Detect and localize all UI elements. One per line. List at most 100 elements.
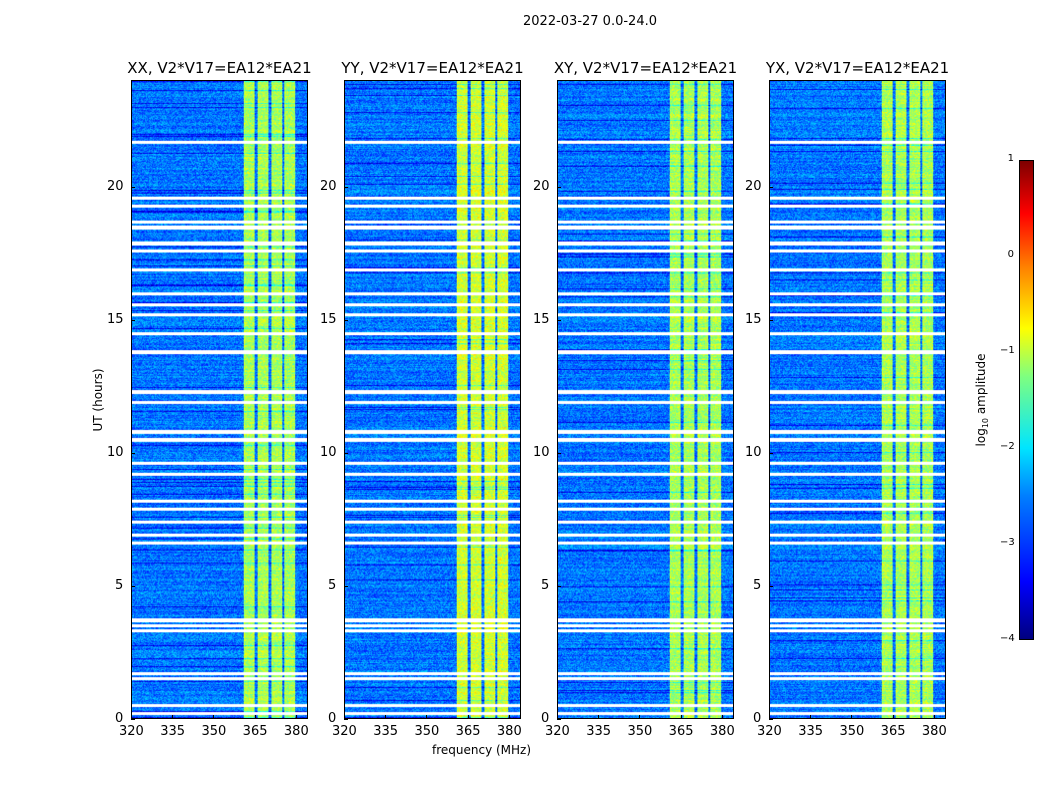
y-tick-mark <box>557 719 561 720</box>
x-tick-mark <box>467 715 469 719</box>
panel-title: XY, V2*V17=EA12*EA21 <box>553 59 738 77</box>
y-tick-mark <box>557 585 561 587</box>
y-tick-mark <box>131 319 135 321</box>
y-tick-label: 10 <box>107 444 124 460</box>
x-tick-mark <box>131 715 132 719</box>
heatmap-panel <box>131 80 308 719</box>
y-tick-mark <box>344 319 348 321</box>
x-tick-label: 365 <box>242 724 268 739</box>
y-tick-label: 0 <box>541 711 550 726</box>
y-tick-mark <box>344 186 348 188</box>
y-tick-label: 5 <box>753 577 762 593</box>
y-tick-mark <box>131 452 135 454</box>
x-tick-label: 380 <box>921 724 947 739</box>
y-tick-label: 10 <box>745 444 762 460</box>
panel-title: XX, V2*V17=EA12*EA21 <box>127 59 312 77</box>
y-tick-label: 5 <box>328 577 337 593</box>
x-tick-mark <box>769 715 770 719</box>
x-tick-label: 320 <box>332 724 357 739</box>
x-tick-label: 380 <box>283 724 309 739</box>
y-tick-mark <box>557 319 561 321</box>
x-tick-label: 350 <box>839 724 865 739</box>
colorbar-tick-label: 1 <box>1007 153 1014 164</box>
x-tick-mark <box>254 715 256 719</box>
heatmap-image <box>132 81 307 718</box>
x-tick-mark <box>933 715 935 719</box>
y-tick-mark <box>344 719 348 720</box>
y-tick-mark <box>769 585 773 587</box>
x-tick-mark <box>680 715 682 719</box>
x-tick-mark <box>295 715 297 719</box>
x-tick-mark <box>639 715 641 719</box>
panel-title: YY, V2*V17=EA12*EA21 <box>341 59 524 77</box>
y-tick-label: 10 <box>533 444 550 460</box>
colorbar-tick-label: 0 <box>1007 249 1014 260</box>
x-tick-mark <box>172 715 174 719</box>
x-tick-mark <box>344 715 345 719</box>
y-tick-label: 15 <box>107 311 124 327</box>
colorbar-tick-label: −3 <box>1000 537 1015 548</box>
x-tick-mark <box>810 715 812 719</box>
heatmap-image <box>770 81 945 718</box>
x-tick-label: 365 <box>880 724 906 739</box>
y-tick-mark <box>344 452 348 454</box>
y-tick-mark <box>557 186 561 188</box>
heatmap-image <box>345 81 520 718</box>
colorbar-tick-label: −2 <box>1000 441 1015 452</box>
x-tick-mark <box>426 715 428 719</box>
x-tick-mark <box>385 715 387 719</box>
heatmap-panel <box>344 80 521 719</box>
x-axis-label: frequency (MHz) <box>432 743 532 757</box>
heatmap-panel <box>557 80 734 719</box>
x-tick-label: 335 <box>373 724 399 739</box>
y-tick-mark <box>131 186 135 188</box>
y-tick-mark <box>344 585 348 587</box>
y-tick-label: 15 <box>533 311 550 327</box>
x-tick-mark <box>721 715 723 719</box>
colorbar <box>1019 160 1034 640</box>
y-axis-label: UT (hours) <box>91 368 105 432</box>
x-tick-label: 350 <box>414 724 440 739</box>
y-tick-label: 5 <box>541 577 550 593</box>
colorbar-tick-label: −4 <box>1000 633 1015 644</box>
y-tick-mark <box>131 719 135 720</box>
y-tick-label: 20 <box>107 178 124 194</box>
y-tick-mark <box>131 585 135 587</box>
y-tick-mark <box>769 452 773 454</box>
y-tick-label: 5 <box>115 577 124 593</box>
y-tick-label: 0 <box>753 711 762 726</box>
colorbar-tick-label: −1 <box>1000 345 1015 356</box>
x-tick-mark <box>213 715 215 719</box>
x-tick-label: 380 <box>496 724 522 739</box>
x-tick-label: 320 <box>545 724 570 739</box>
x-tick-mark <box>892 715 894 719</box>
x-tick-label: 335 <box>586 724 612 739</box>
y-tick-label: 20 <box>320 178 337 194</box>
x-tick-label: 350 <box>201 724 227 739</box>
heatmap-image <box>558 81 733 718</box>
x-tick-mark <box>557 715 558 719</box>
x-tick-label: 335 <box>798 724 824 739</box>
y-tick-label: 20 <box>745 178 762 194</box>
y-tick-label: 10 <box>320 444 337 460</box>
x-tick-mark <box>598 715 600 719</box>
x-tick-label: 380 <box>709 724 735 739</box>
heatmap-panel <box>769 80 946 719</box>
x-tick-label: 320 <box>757 724 782 739</box>
y-tick-mark <box>769 319 773 321</box>
y-tick-label: 15 <box>320 311 337 327</box>
y-tick-label: 20 <box>533 178 550 194</box>
figure-title: 2022-03-27 0.0-24.0 <box>523 14 657 29</box>
x-tick-label: 365 <box>668 724 694 739</box>
x-tick-label: 320 <box>119 724 144 739</box>
y-tick-label: 0 <box>115 711 124 726</box>
y-tick-label: 15 <box>745 311 762 327</box>
y-tick-mark <box>557 452 561 454</box>
x-tick-label: 350 <box>627 724 653 739</box>
x-tick-label: 335 <box>160 724 186 739</box>
x-tick-label: 365 <box>455 724 481 739</box>
x-tick-mark <box>851 715 853 719</box>
colorbar-label: log10 amplitude <box>973 353 991 447</box>
y-tick-mark <box>769 186 773 188</box>
